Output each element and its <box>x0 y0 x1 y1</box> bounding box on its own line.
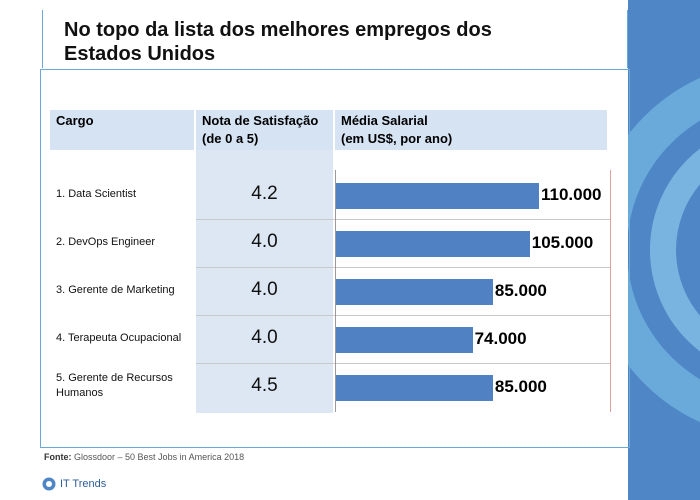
header-media-line2: (em US$, por ano) <box>341 131 453 146</box>
salary-value-label: 110.000 <box>541 185 602 204</box>
brand-logo: IT Trends <box>42 477 106 491</box>
header-cargo: Cargo <box>50 110 194 150</box>
page-title: No topo da lista dos melhores empregos d… <box>64 19 492 65</box>
axis-right-line <box>610 170 611 412</box>
nota-column-background <box>196 150 333 413</box>
source-text: Glossdoor – 50 Best Jobs in America 2018 <box>74 452 245 462</box>
satisfaction-score: 4.2 <box>251 183 278 204</box>
satisfaction-score: 4.5 <box>251 375 278 396</box>
row-label: 3. Gerente de Marketing <box>56 283 175 296</box>
salary-value-label: 74.000 <box>474 329 527 348</box>
row-separator <box>196 315 611 316</box>
header-nota: Nota de Satisfação (de 0 a 5) <box>196 110 333 150</box>
salary-bar <box>336 279 493 305</box>
content-frame <box>40 69 630 448</box>
salary-bar <box>336 375 493 401</box>
row-separator <box>196 267 611 268</box>
swirl-graphic <box>628 77 700 423</box>
source-note: Fonte: Glossdoor – 50 Best Jobs in Ameri… <box>44 452 244 462</box>
axis-left-line <box>335 170 336 412</box>
header-media-line1: Média Salarial <box>341 113 428 128</box>
row-separator <box>196 219 611 220</box>
satisfaction-score: 4.0 <box>251 279 278 300</box>
header-media: Média Salarial (em US$, por ano) <box>335 110 607 150</box>
row-label: 1. Data Scientist <box>56 187 137 200</box>
row-label: 2. DevOps Engineer <box>56 235 156 248</box>
logo-icon <box>42 477 56 491</box>
salary-bar <box>336 183 539 209</box>
salary-value-label: 85.000 <box>494 377 547 396</box>
salary-value-label: 105.000 <box>531 233 594 252</box>
source-label: Fonte: <box>44 452 72 462</box>
decorative-side-panel <box>628 0 700 500</box>
header-nota-line1: Nota de Satisfação <box>202 113 319 128</box>
logo-text: IT Trends <box>60 478 107 490</box>
title-frame <box>42 10 628 68</box>
salary-bar <box>336 231 530 257</box>
salary-value-label: 85.000 <box>494 281 547 300</box>
row-separator <box>196 363 611 364</box>
satisfaction-score: 4.0 <box>251 231 278 252</box>
header-nota-line2: (de 0 a 5) <box>202 131 259 146</box>
salary-bar <box>336 327 473 353</box>
row-label: 5. Gerente de Recursos Humanos <box>56 372 173 399</box>
header-cargo-label: Cargo <box>56 113 94 128</box>
row-label: 4. Terapeuta Ocupacional <box>56 331 182 344</box>
satisfaction-score: 4.0 <box>251 327 278 348</box>
